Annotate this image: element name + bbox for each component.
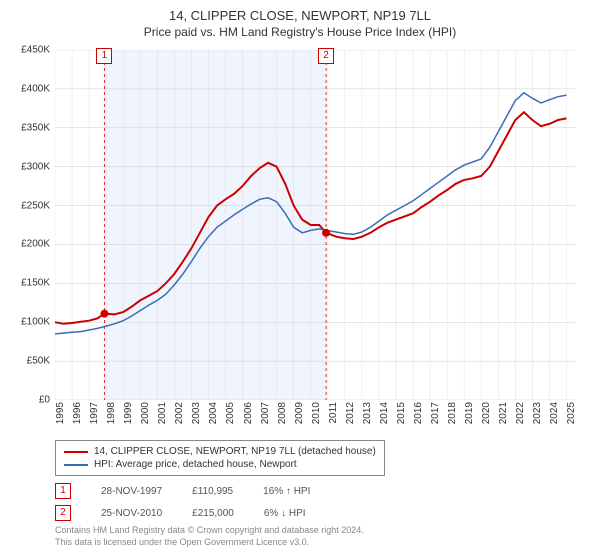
x-axis-label: 1999 [123,402,134,432]
x-axis-label: 1997 [89,402,100,432]
sales-row: 2 25-NOV-2010 £215,000 6% HPI [55,502,310,524]
x-axis-label: 2020 [481,402,492,432]
y-axis-label: £200K [10,239,50,250]
x-axis-label: 2023 [532,402,543,432]
chart-title: 14, CLIPPER CLOSE, NEWPORT, NP19 7LL [0,0,600,23]
x-axis-label: 2021 [498,402,509,432]
x-axis-label: 2010 [311,402,322,432]
x-axis-label: 2007 [260,402,271,432]
sales-row: 1 28-NOV-1997 £110,995 16% HPI [55,480,310,502]
footer-line: This data is licensed under the Open Gov… [55,537,364,549]
sale-hpi-delta: 16% HPI [263,486,310,497]
legend-swatch [64,451,88,453]
x-axis-label: 2008 [277,402,288,432]
sale-marker-flag: 1 [96,48,112,64]
legend-label: 14, CLIPPER CLOSE, NEWPORT, NP19 7LL (de… [94,446,376,457]
sale-marker-label: 1 [55,483,71,499]
x-axis-label: 2004 [208,402,219,432]
y-axis-label: £150K [10,278,50,289]
y-axis-label: £300K [10,161,50,172]
legend-box: 14, CLIPPER CLOSE, NEWPORT, NP19 7LL (de… [55,440,385,476]
x-axis-label: 2006 [243,402,254,432]
x-axis-label: 1996 [72,402,83,432]
footer-line: Contains HM Land Registry data © Crown c… [55,525,364,537]
x-axis-label: 2000 [140,402,151,432]
sales-table: 1 28-NOV-1997 £110,995 16% HPI 2 25-NOV-… [55,480,310,524]
sale-hpi-delta: 6% HPI [264,508,306,519]
sale-marker-flag: 2 [318,48,334,64]
x-axis-label: 2003 [191,402,202,432]
y-axis-label: £450K [10,45,50,56]
chart-subtitle: Price paid vs. HM Land Registry's House … [0,23,600,39]
legend-swatch [64,464,88,466]
y-axis-label: £0 [10,395,50,406]
x-axis-label: 2001 [157,402,168,432]
chart-container: 14, CLIPPER CLOSE, NEWPORT, NP19 7LL Pri… [0,0,600,560]
x-axis-label: 2012 [345,402,356,432]
y-axis-label: £250K [10,200,50,211]
x-axis-label: 2016 [413,402,424,432]
footer-attribution: Contains HM Land Registry data © Crown c… [55,525,364,548]
x-axis-label: 2013 [362,402,373,432]
x-axis-label: 2011 [328,402,339,432]
x-axis-label: 2005 [225,402,236,432]
x-axis-label: 2018 [447,402,458,432]
sale-price: £110,995 [192,486,233,497]
sale-price: £215,000 [192,508,234,519]
legend-item: 14, CLIPPER CLOSE, NEWPORT, NP19 7LL (de… [64,445,376,458]
sale-marker-dot [322,229,330,237]
arrow-down-icon [281,508,286,519]
y-axis-label: £350K [10,122,50,133]
chart-svg [55,50,575,400]
sale-marker-dot [100,310,108,318]
chart-area: £0£50K£100K£150K£200K£250K£300K£350K£400… [55,50,575,400]
x-axis-label: 2022 [515,402,526,432]
y-axis-label: £50K [10,356,50,367]
y-axis-label: £100K [10,317,50,328]
legend-label: HPI: Average price, detached house, Newp… [94,459,297,470]
legend-item: HPI: Average price, detached house, Newp… [64,458,376,471]
sale-date: 25-NOV-2010 [101,508,162,519]
x-axis-label: 2014 [379,402,390,432]
x-axis-label: 2017 [430,402,441,432]
x-axis-label: 2015 [396,402,407,432]
x-axis-label: 2025 [566,402,577,432]
x-axis-label: 2024 [549,402,560,432]
x-axis-label: 1998 [106,402,117,432]
x-axis-label: 2019 [464,402,475,432]
sale-marker-label: 2 [55,505,71,521]
x-axis-label: 2009 [294,402,305,432]
x-axis-label: 1995 [55,402,66,432]
x-axis-label: 2002 [174,402,185,432]
arrow-up-icon [286,486,291,497]
y-axis-label: £400K [10,83,50,94]
sale-date: 28-NOV-1997 [101,486,162,497]
